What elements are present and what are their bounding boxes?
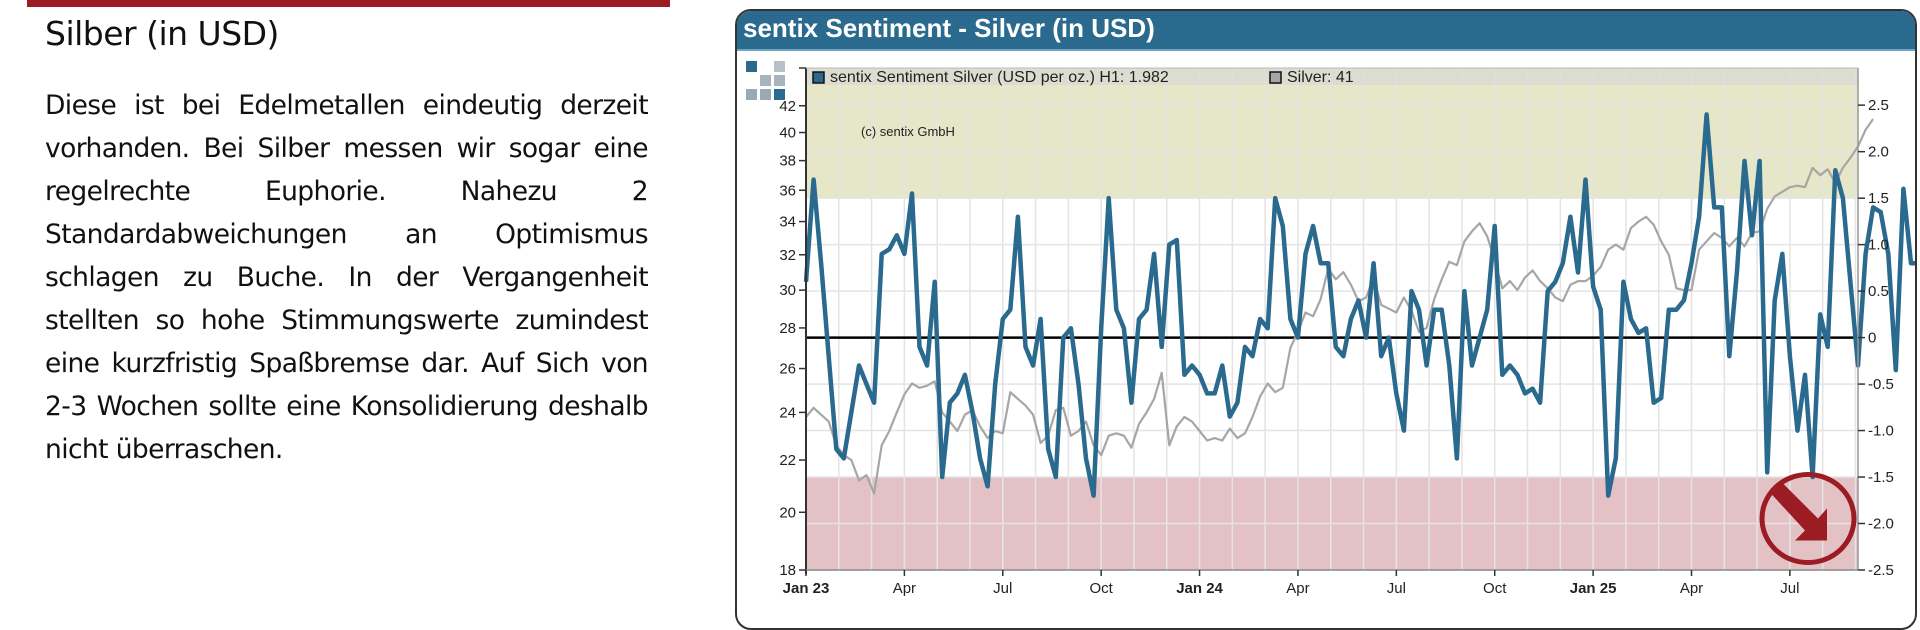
- copyright-note: (c) sentix GmbH: [861, 124, 955, 139]
- x-tick-label: Apr: [893, 580, 916, 597]
- left-tick-label: 38: [779, 153, 796, 170]
- x-tick-label: Jan 24: [1176, 580, 1223, 597]
- left-tick-label: 22: [779, 452, 796, 469]
- legend-band-overlay: [806, 68, 1858, 85]
- legend-label-sentiment: sentix Sentiment Silver (USD per oz.) H1…: [830, 69, 1169, 86]
- x-tick-label: Oct: [1089, 580, 1113, 597]
- x-tick-label: Jan 25: [1570, 580, 1617, 597]
- right-tick-label: 2.5: [1868, 97, 1889, 114]
- left-tick-label: 20: [779, 504, 796, 521]
- x-tick-label: Oct: [1483, 580, 1507, 597]
- right-tick-label: 0.5: [1868, 283, 1889, 300]
- sentiment-chart: 18 20 22 24 26 28 30 32 34 36 38 40 42 -2.5 -2.0 -1.5 -1…: [779, 67, 1915, 597]
- left-tick-label: 36: [779, 182, 796, 199]
- left-tick-label: 30: [779, 282, 796, 299]
- right-tick-label: -1.0: [1868, 423, 1894, 440]
- sell-signal-circle-icon: [1759, 472, 1857, 566]
- x-tick-label: Apr: [1286, 580, 1309, 597]
- left-tick-label: 40: [779, 125, 796, 142]
- right-tick-label: 0: [1868, 330, 1876, 347]
- right-tick-label: -1.5: [1868, 469, 1894, 486]
- section-heading: Silber (in USD): [45, 14, 279, 53]
- down-arrow-icon: [1770, 481, 1827, 541]
- legend-swatch-silver: [1269, 71, 1282, 84]
- left-tick-label: 18: [779, 562, 796, 579]
- left-tick-label: 24: [779, 404, 796, 421]
- chart-frame: sentix Sentiment - Silver (in USD) 18 20 2…: [735, 9, 1917, 630]
- accent-rule: [27, 0, 670, 7]
- legend-label-silver: Silver: 41: [1287, 69, 1354, 86]
- chart-title: sentix Sentiment - Silver (in USD): [743, 13, 1155, 43]
- left-tick-label: 34: [779, 214, 796, 231]
- x-tick-label: Jul: [1780, 580, 1799, 597]
- x-tick-label: Jul: [993, 580, 1012, 597]
- right-tick-label: -2.0: [1868, 516, 1894, 533]
- right-tick-label: -0.5: [1868, 376, 1894, 393]
- x-tick-label: Jul: [1387, 580, 1406, 597]
- commentary-paragraph: Diese ist bei Edelmetallen eindeutig der…: [45, 90, 649, 465]
- left-tick-label: 28: [779, 320, 796, 337]
- left-tick-label: 26: [779, 361, 796, 378]
- sentix-logo-icon: [746, 61, 790, 101]
- left-tick-label: 42: [779, 98, 796, 115]
- zone-euphoria: [806, 68, 1858, 199]
- x-tick-label: Apr: [1680, 580, 1703, 597]
- silver-price-line: [805, 118, 1875, 495]
- right-tick-label: -2.5: [1868, 562, 1894, 579]
- right-tick-label: 1.5: [1868, 190, 1889, 207]
- left-tick-label: 32: [779, 247, 796, 264]
- chart-title-bar: sentix Sentiment - Silver (in USD): [737, 11, 1915, 51]
- x-tick-label: Jan 23: [783, 580, 830, 597]
- legend-swatch-sentiment: [812, 71, 825, 84]
- right-tick-label: 2.0: [1868, 144, 1889, 161]
- sentiment-line: [803, 112, 1915, 498]
- right-tick-label: 1.0: [1868, 237, 1889, 254]
